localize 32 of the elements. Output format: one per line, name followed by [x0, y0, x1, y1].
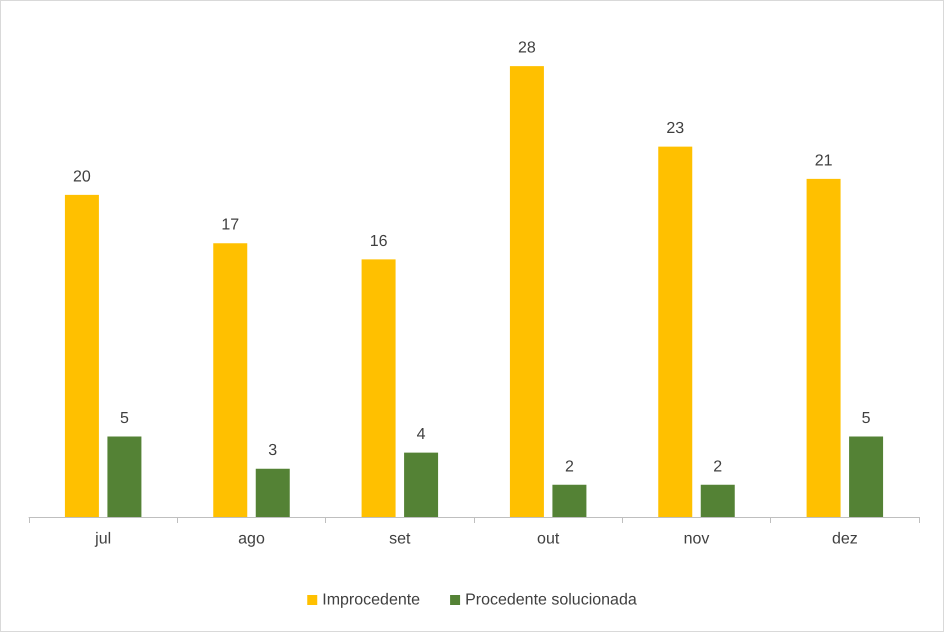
x-tick-label: dez: [832, 530, 858, 548]
data-label: 17: [221, 216, 240, 234]
bar: [849, 436, 884, 517]
bar: [552, 484, 586, 517]
data-label: 28: [518, 40, 536, 57]
bar: [107, 436, 142, 517]
data-label: 4: [416, 426, 426, 444]
bar: [64, 194, 99, 517]
data-label: 2: [564, 458, 574, 476]
bar: [510, 66, 544, 517]
bar: [404, 452, 438, 517]
legend-label: Improcedente: [322, 592, 420, 608]
bar: [256, 468, 290, 517]
x-tick-label: out: [537, 530, 560, 548]
data-label: 2: [713, 458, 722, 476]
data-label: 16: [370, 232, 388, 250]
x-tick-label: nov: [684, 530, 710, 548]
bar: [362, 259, 396, 517]
data-label: 23: [666, 120, 684, 138]
bar: [213, 243, 248, 517]
bar: [658, 146, 692, 517]
x-tick-label: jul: [94, 530, 112, 548]
data-label: 5: [120, 410, 129, 427]
data-label: 21: [814, 152, 833, 170]
bar: [806, 178, 841, 517]
x-tick-label: ago: [238, 530, 265, 548]
bar: [700, 484, 735, 517]
data-label: 3: [268, 442, 278, 460]
data-label: 5: [862, 410, 871, 427]
x-tick-label: set: [389, 530, 412, 548]
data-label: 20: [73, 168, 91, 186]
legend-label: Procedente solucionada: [465, 592, 637, 608]
